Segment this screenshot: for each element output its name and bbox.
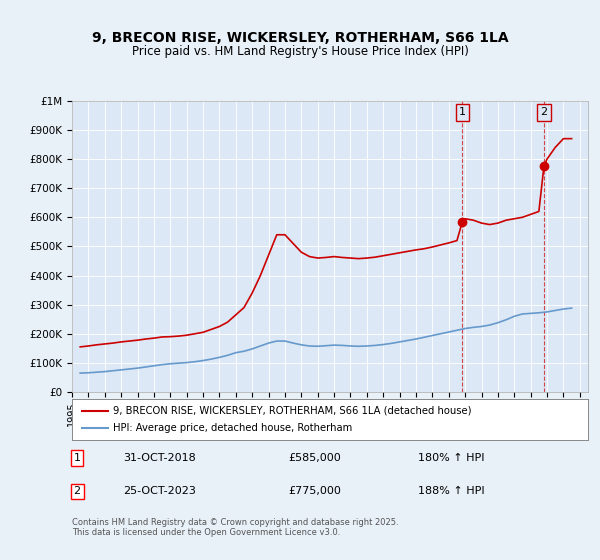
Text: Contains HM Land Registry data © Crown copyright and database right 2025.
This d: Contains HM Land Registry data © Crown c…	[72, 518, 398, 538]
Text: 1: 1	[459, 108, 466, 118]
Text: 180% ↑ HPI: 180% ↑ HPI	[418, 453, 484, 463]
Text: Price paid vs. HM Land Registry's House Price Index (HPI): Price paid vs. HM Land Registry's House …	[131, 45, 469, 58]
Text: 9, BRECON RISE, WICKERSLEY, ROTHERHAM, S66 1LA (detached house): 9, BRECON RISE, WICKERSLEY, ROTHERHAM, S…	[113, 405, 472, 416]
Text: £775,000: £775,000	[289, 487, 341, 496]
Text: 188% ↑ HPI: 188% ↑ HPI	[418, 487, 484, 496]
Text: 1: 1	[74, 453, 80, 463]
Text: HPI: Average price, detached house, Rotherham: HPI: Average price, detached house, Roth…	[113, 423, 353, 433]
Text: 31-OCT-2018: 31-OCT-2018	[124, 453, 196, 463]
Text: 25-OCT-2023: 25-OCT-2023	[124, 487, 196, 496]
Text: 2: 2	[541, 108, 547, 118]
Text: £585,000: £585,000	[289, 453, 341, 463]
Text: 9, BRECON RISE, WICKERSLEY, ROTHERHAM, S66 1LA: 9, BRECON RISE, WICKERSLEY, ROTHERHAM, S…	[92, 31, 508, 45]
Text: 2: 2	[74, 487, 81, 496]
